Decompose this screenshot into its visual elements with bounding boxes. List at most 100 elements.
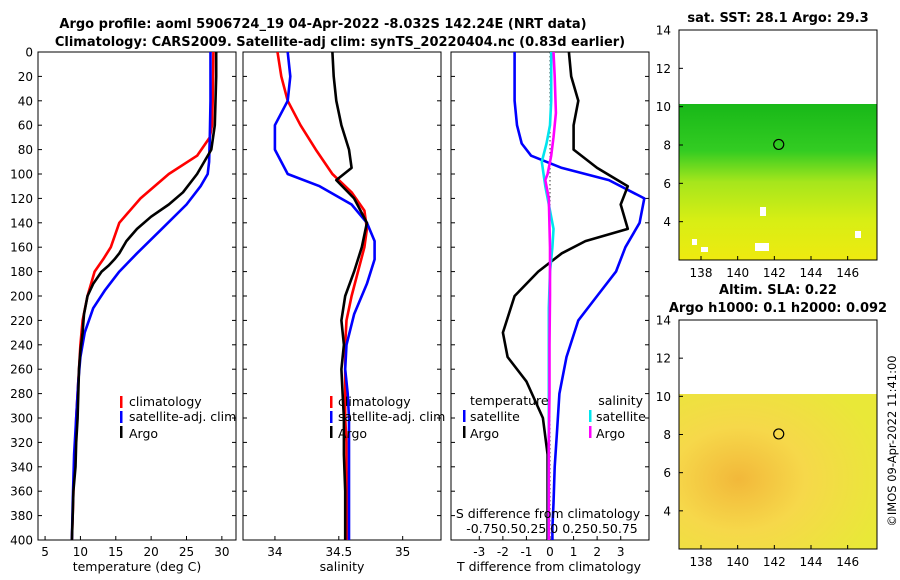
map-y-tick-label: 14 [656, 24, 671, 38]
map-y-tick-label: 10 [656, 390, 671, 404]
depth-tick-label: 180 [10, 265, 33, 279]
legend-satellite-swatch [120, 411, 123, 423]
map-y-tick-label: 8 [663, 428, 671, 442]
depth-tick-label: 20 [18, 70, 33, 84]
temperature-axes-frame [37, 51, 237, 541]
x-tick-label: 15 [108, 545, 123, 559]
legend-temperature-header: temperature [470, 393, 549, 408]
salinity-legend: climatology satellite-adj. clim Argo [330, 394, 445, 441]
legend2-satellite-label: satellite-adj. clim [338, 409, 445, 424]
map-y-tick-label: 12 [656, 62, 671, 76]
legend-t-satellite-label: satellite [470, 409, 520, 424]
salinity-x-ticks: 34 34.5 35 [243, 51, 441, 559]
temperature-x-ticks: 5 10 15 20 25 30 [38, 51, 236, 559]
map-y-tick-label: 4 [663, 504, 671, 518]
legend2-argo-label: Argo [338, 426, 367, 441]
series-line-t-diff-satellite [513, 52, 646, 540]
map-x-tick-label: 144 [800, 555, 823, 569]
x-tick-label: -2 [497, 545, 509, 559]
legend-salinity-header: salinity [598, 393, 643, 408]
map-y-tick-label: 10 [656, 100, 671, 114]
depth-tick-label: 160 [10, 241, 33, 255]
map-x-tick-label: 138 [690, 266, 713, 280]
sst-gap [692, 239, 697, 245]
map-x-tick-label: 146 [836, 555, 859, 569]
depth-tick-label: 120 [10, 192, 33, 206]
x-tick-label: 0 [546, 545, 554, 559]
x-tick-label: 30 [214, 545, 229, 559]
sst-argo-location-marker [773, 138, 785, 151]
map-x-tick-label: 140 [726, 266, 749, 280]
series-line-climatology [70, 52, 215, 540]
figure-title-line1: Argo profile: aoml 5906724_19 04-Apr-202… [59, 17, 586, 32]
x-tick-label: 25 [179, 545, 194, 559]
legend-s-satellite-swatch [589, 410, 592, 422]
sla-map-panel: Altim. SLA: 0.22 Argo h1000: 0.1 h2000: … [656, 283, 887, 569]
map-x-tick-label: 146 [836, 266, 859, 280]
depth-tick-label: 280 [10, 387, 33, 401]
legend2-climatology-swatch [330, 396, 333, 408]
legend2-climatology-label: climatology [338, 394, 411, 409]
depth-tick-label: 80 [18, 143, 33, 157]
legend2-satellite-swatch [330, 411, 333, 423]
x-tick-label: 3 [617, 545, 625, 559]
series-line-t-diff-argo [501, 52, 630, 540]
sst-field-gaps [692, 207, 861, 252]
sst-map-panel: sat. SST: 28.1 Argo: 29.3 138 140 142 144 14… [656, 11, 878, 280]
x-tick-label: 34.5 [325, 545, 352, 559]
sla-argo-location-marker [773, 428, 785, 440]
x-tick-label: 2 [593, 545, 601, 559]
legend-s-argo-label: Argo [596, 426, 625, 441]
x-tick-label: 34 [267, 545, 282, 559]
depth-tick-label: 0 [25, 46, 33, 60]
figure-title-line2: Climatology: CARS2009. Satellite-adj cli… [55, 35, 625, 50]
s-difference-ticks: -0.750.50.25 0 0.250.50.75 [466, 521, 638, 536]
x-tick-label: 10 [73, 545, 88, 559]
sst-gap [701, 247, 708, 252]
map-x-tick-label: 140 [726, 555, 749, 569]
sst-map-title: sat. SST: 28.1 Argo: 29.3 [687, 11, 868, 26]
t-difference-x-ticks: -3 -2 -1 0 1 2 3 [451, 51, 649, 559]
x-tick-label: 35 [395, 545, 410, 559]
sst-gap [755, 243, 769, 251]
legend-satellite-label: satellite-adj. clim [129, 409, 236, 424]
depth-tick-label: 140 [10, 216, 33, 230]
depth-tick-label: 260 [10, 363, 33, 377]
depth-tick-label: 200 [10, 290, 33, 304]
series-line-s-diff-argo [543, 52, 558, 540]
series-line-argo [331, 52, 369, 540]
series-line-climatology [276, 52, 369, 540]
depth-tick-label: 300 [10, 412, 33, 426]
difference-legend: temperature salinity satellite Argo sate… [463, 393, 646, 441]
sst-map-x-ticks: 138 140 142 144 146 [690, 256, 859, 280]
x-tick-label: 5 [41, 545, 49, 559]
sst-gap [855, 231, 861, 238]
map-y-tick-label: 12 [656, 352, 671, 366]
difference-series [501, 52, 646, 540]
map-y-tick-label: 4 [663, 215, 671, 229]
t-difference-x-label: T difference from climatology [456, 559, 642, 574]
depth-tick-label: 240 [10, 338, 33, 352]
map-x-tick-label: 144 [800, 266, 823, 280]
legend-climatology-label: climatology [129, 394, 202, 409]
map-y-tick-label: 6 [663, 466, 671, 480]
legend-t-argo-label: Argo [470, 426, 499, 441]
salinity-series [273, 52, 376, 540]
depth-tick-label: 100 [10, 168, 33, 182]
sst-map-y-ticks: 4 6 8 10 12 14 [656, 24, 683, 229]
legend-t-satellite-swatch [463, 410, 466, 422]
depth-tick-label: 380 [10, 509, 33, 523]
temperature-panel: 5 10 15 20 25 30 0 20 40 60 80 100 120 140 160 180 200 2… [10, 46, 237, 574]
legend-t-argo-swatch [463, 426, 466, 438]
temperature-series [70, 52, 218, 540]
x-tick-label: 20 [144, 545, 159, 559]
map-y-tick-label: 14 [656, 314, 671, 328]
map-x-tick-label: 142 [763, 555, 786, 569]
series-line-satellite-adj-clim [70, 52, 212, 540]
depth-tick-label: 340 [10, 460, 33, 474]
temperature-x-label: temperature (deg C) [73, 559, 202, 574]
temperature-legend: climatology satellite-adj. clim Argo [120, 394, 236, 441]
series-line-argo [70, 52, 218, 540]
map-x-tick-label: 142 [763, 266, 786, 280]
